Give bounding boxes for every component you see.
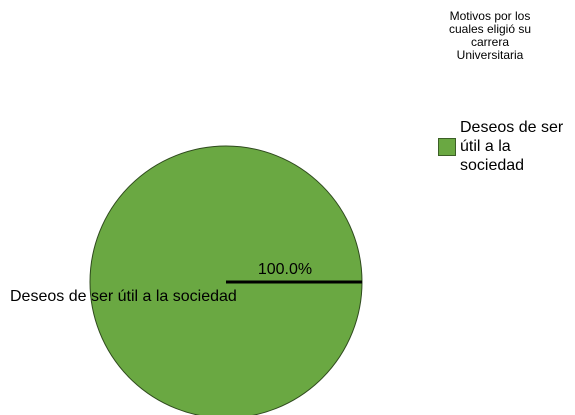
slice-label: Deseos de ser útil a la sociedad xyxy=(10,288,237,305)
legend-title: Motivos por los cuales eligió su carrera… xyxy=(448,9,532,62)
legend-label: Deseos de ser útil a la sociedad xyxy=(460,119,564,174)
value-label: 100.0% xyxy=(258,261,312,278)
legend-swatch xyxy=(438,137,456,156)
legend-entry: Deseos de ser útil a la sociedad xyxy=(438,118,575,175)
